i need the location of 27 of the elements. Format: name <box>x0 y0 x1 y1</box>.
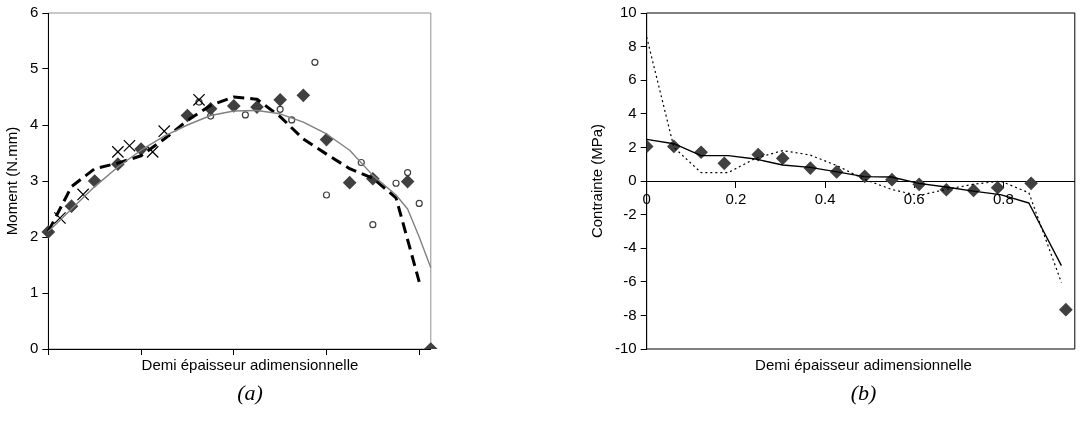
y-tick-label: 0 <box>30 339 39 357</box>
x-tick-label: 0.6 <box>903 190 925 208</box>
y-tick-label: 2 <box>628 137 637 155</box>
y-tick-label: -2 <box>623 204 637 222</box>
x-tick-label: 0.4 <box>814 190 836 208</box>
x-axis-title: Demi épaisseur adimensionnelle <box>754 356 973 373</box>
y-tick-label: 2 <box>30 227 39 245</box>
y-tick-label: 6 <box>30 3 39 21</box>
y-axis-title: Contrainte (MPa) <box>588 123 606 239</box>
y-tick-label: 1 <box>30 283 39 301</box>
y-tick-label: -6 <box>623 271 637 289</box>
y-axis-title: Moment (N.mm) <box>3 126 21 236</box>
x-tick-label: 0.2 <box>725 190 747 208</box>
y-tick-label: -4 <box>623 238 637 256</box>
y-tick-label: -10 <box>614 339 637 357</box>
y-tick-label: -8 <box>623 305 637 323</box>
y-tick-label: 5 <box>30 59 39 77</box>
y-tick-label: 4 <box>628 103 637 121</box>
text: (a) <box>236 380 264 406</box>
y-tick-label: 10 <box>619 3 637 21</box>
y-tick-label: 6 <box>628 70 637 88</box>
y-tick-label: 8 <box>628 36 637 54</box>
x-axis-title: Demi épaisseur adimensionnelle <box>140 356 360 373</box>
text: (b) <box>849 380 878 406</box>
y-tick-label: 0 <box>628 171 637 189</box>
y-tick-label: 3 <box>30 171 39 189</box>
y-tick-label: 4 <box>30 115 39 133</box>
